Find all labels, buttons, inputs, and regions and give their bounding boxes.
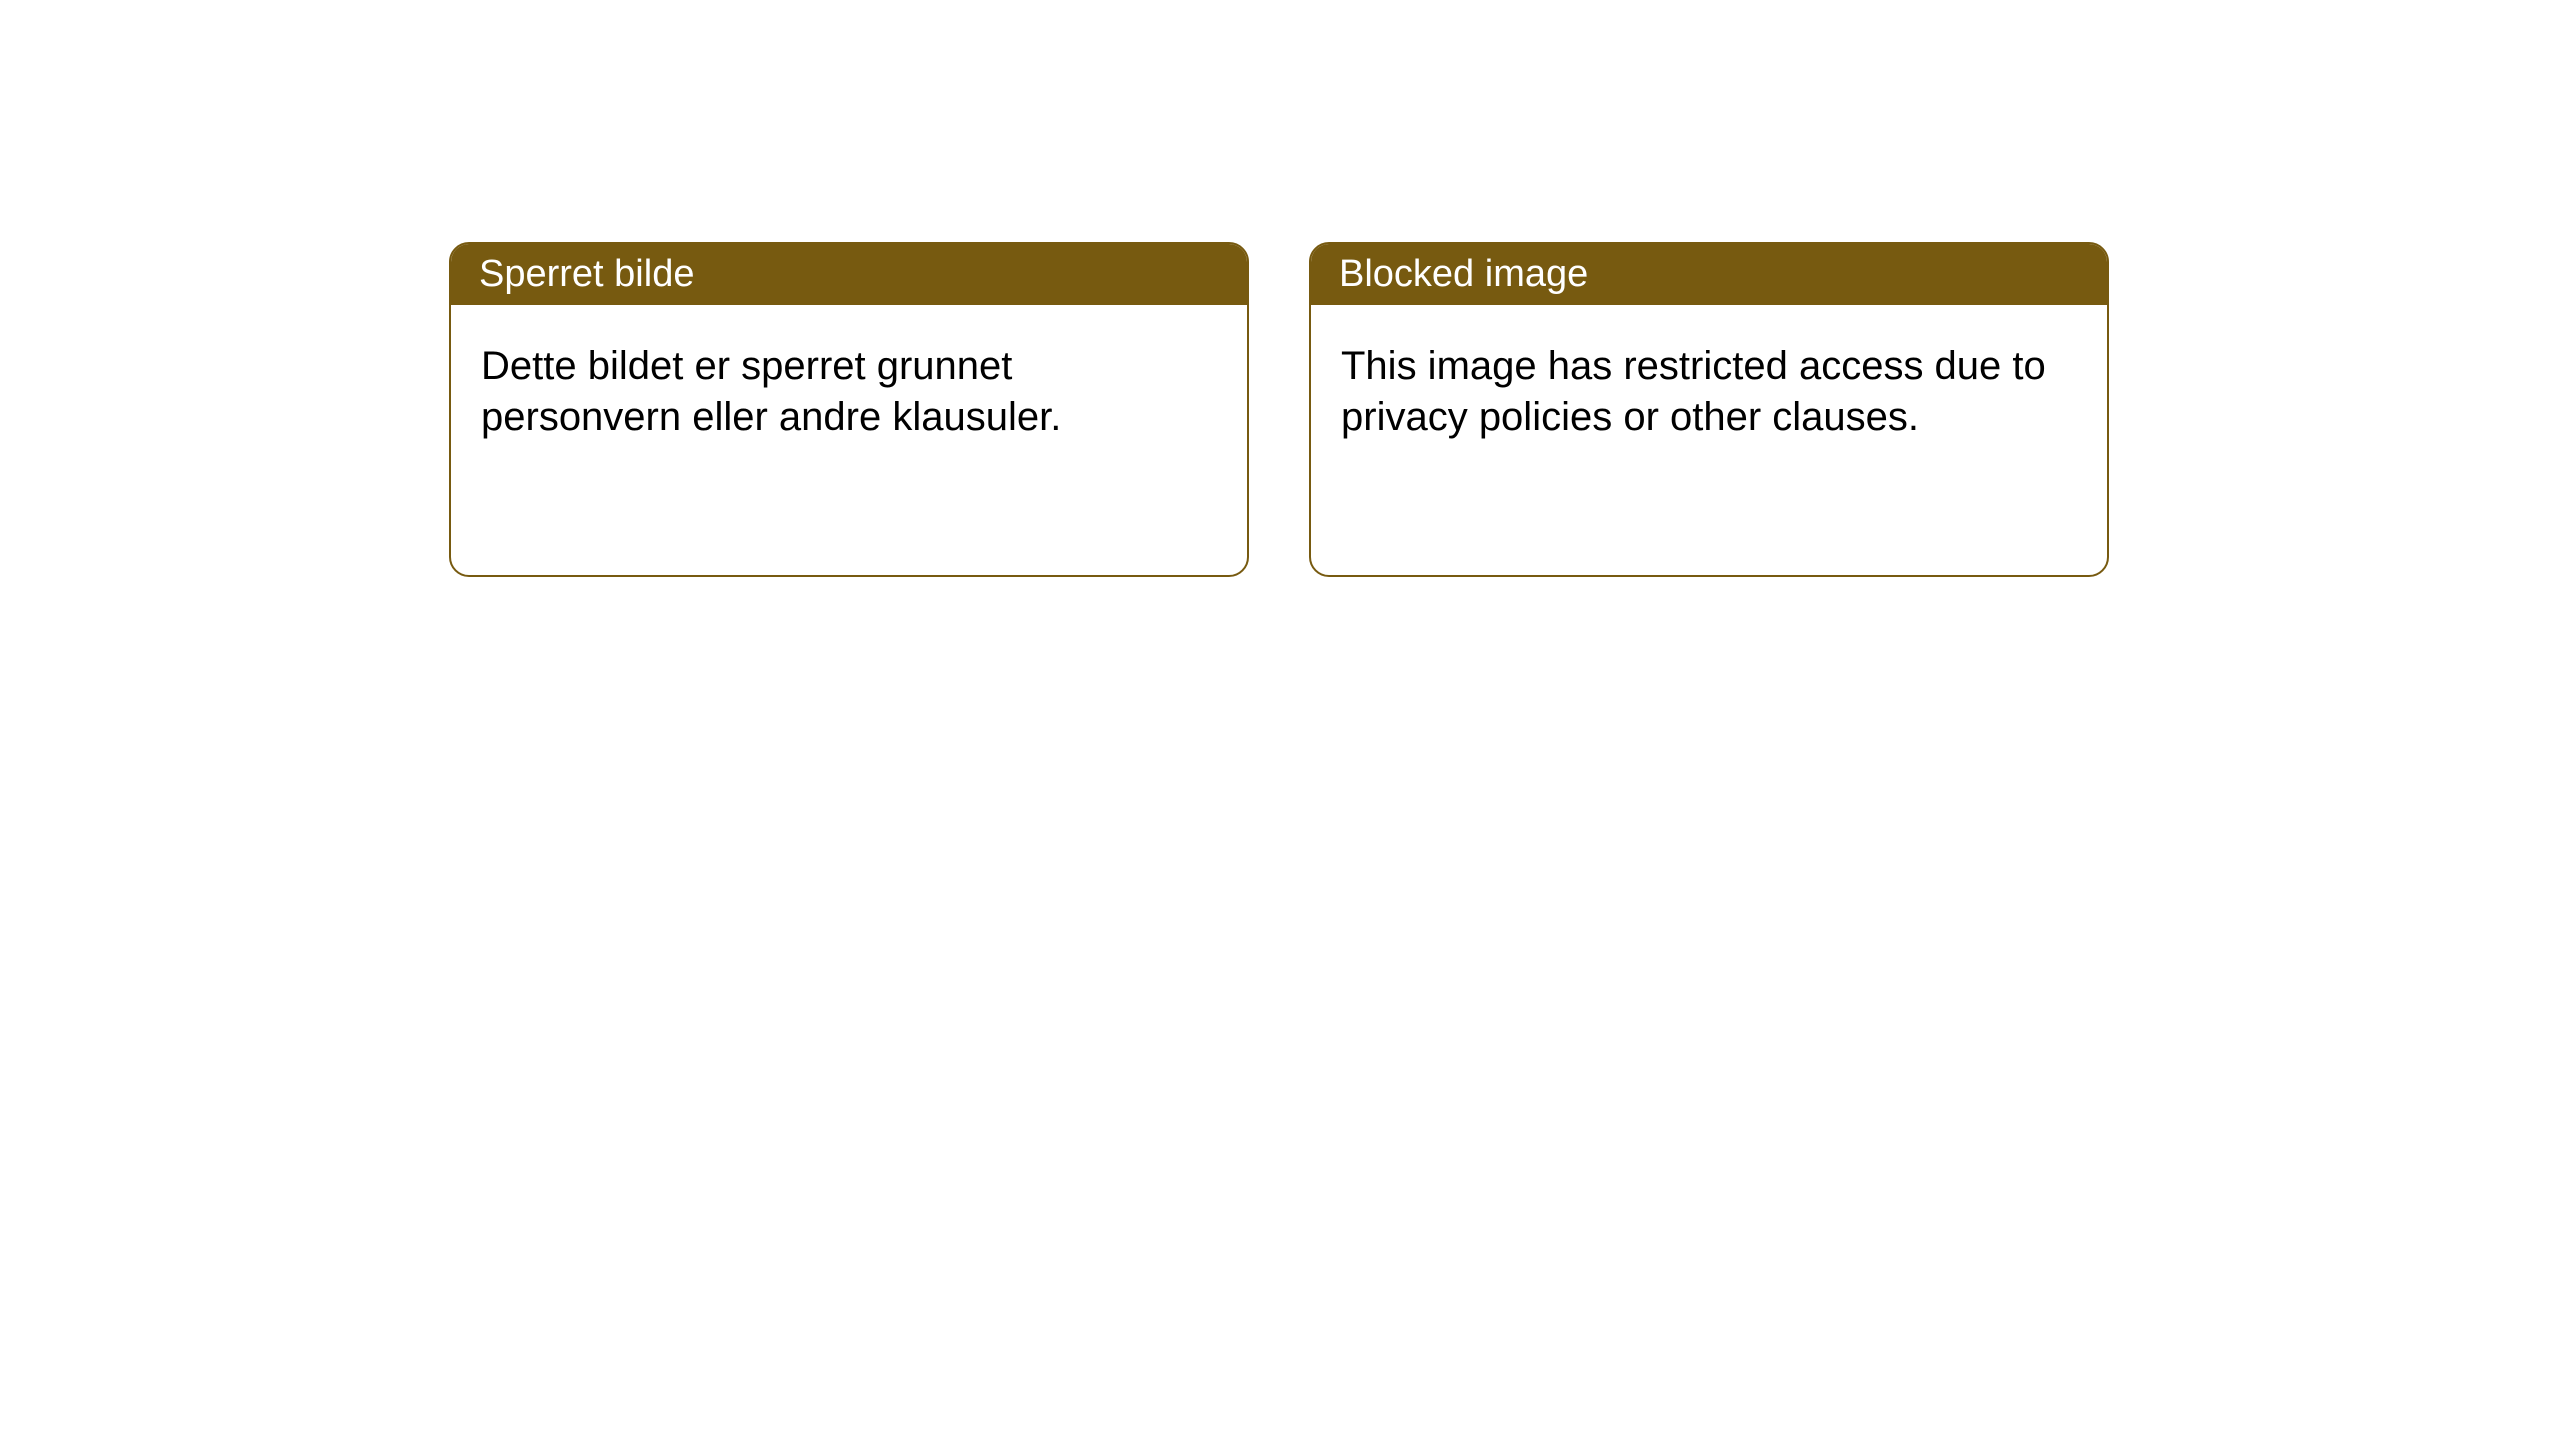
notice-cards-container: Sperret bilde Dette bildet er sperret gr… (449, 242, 2109, 577)
notice-header-norwegian: Sperret bilde (451, 244, 1247, 305)
notice-header-english: Blocked image (1311, 244, 2107, 305)
notice-body-norwegian: Dette bildet er sperret grunnet personve… (451, 305, 1247, 479)
notice-card-norwegian: Sperret bilde Dette bildet er sperret gr… (449, 242, 1249, 577)
notice-body-english: This image has restricted access due to … (1311, 305, 2107, 479)
notice-card-english: Blocked image This image has restricted … (1309, 242, 2109, 577)
